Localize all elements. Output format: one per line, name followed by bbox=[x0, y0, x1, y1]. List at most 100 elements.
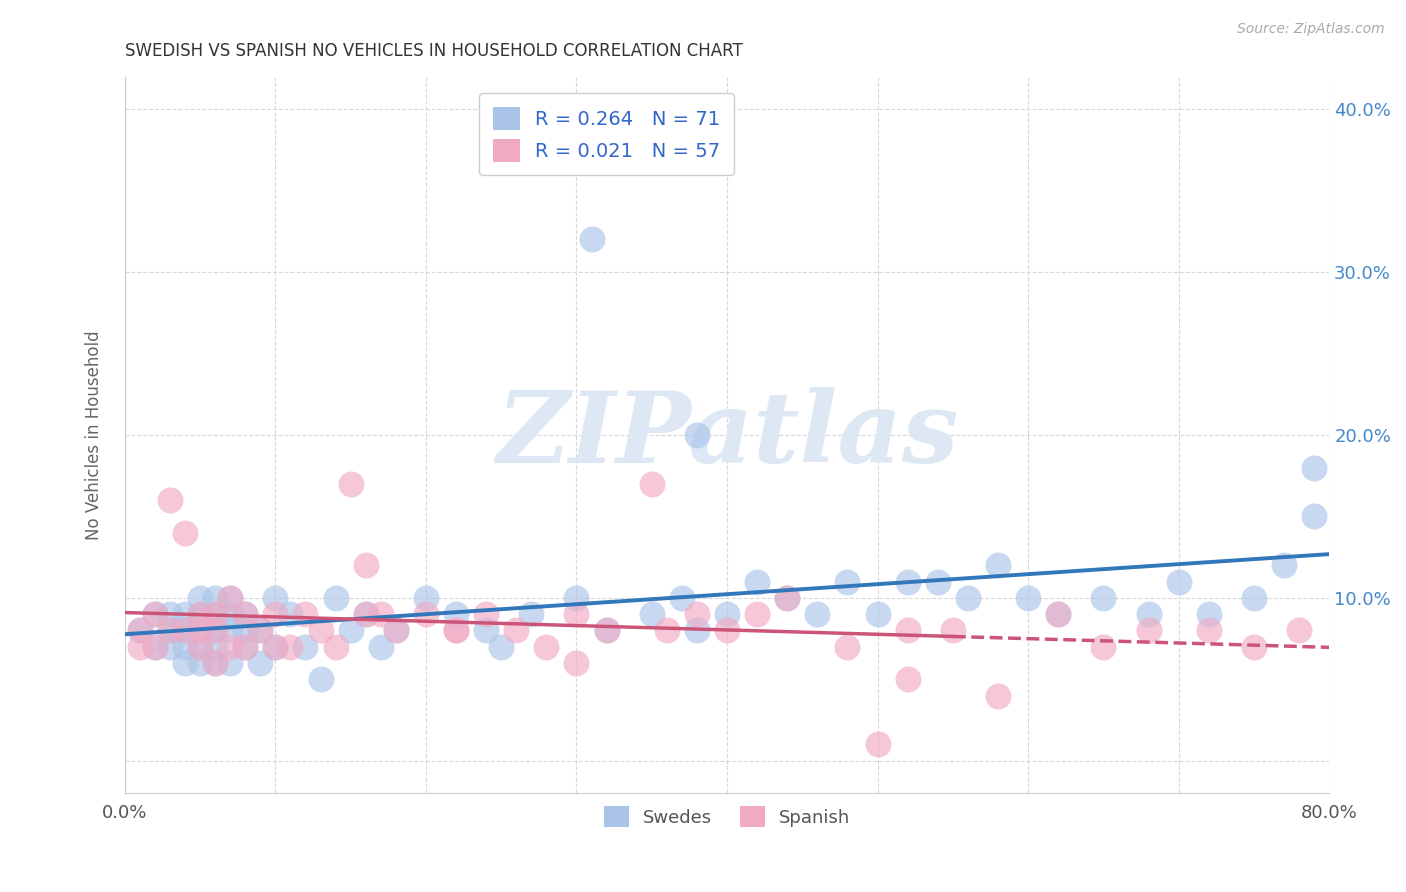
Point bbox=[219, 640, 242, 654]
Point bbox=[1017, 591, 1039, 605]
Point bbox=[520, 607, 543, 622]
Point bbox=[174, 607, 197, 622]
Point bbox=[204, 624, 226, 638]
Point bbox=[143, 640, 166, 654]
Point bbox=[415, 591, 437, 605]
Point bbox=[444, 624, 467, 638]
Point bbox=[219, 591, 242, 605]
Point bbox=[128, 640, 150, 654]
Point bbox=[233, 607, 256, 622]
Point bbox=[233, 640, 256, 654]
Point bbox=[942, 624, 965, 638]
Point bbox=[354, 607, 377, 622]
Point bbox=[1092, 591, 1115, 605]
Point bbox=[204, 624, 226, 638]
Point bbox=[264, 640, 287, 654]
Point bbox=[204, 607, 226, 622]
Point bbox=[128, 624, 150, 638]
Point bbox=[776, 591, 799, 605]
Point bbox=[143, 607, 166, 622]
Point bbox=[233, 607, 256, 622]
Point bbox=[1047, 607, 1070, 622]
Point bbox=[747, 574, 769, 589]
Point bbox=[174, 656, 197, 670]
Point bbox=[264, 607, 287, 622]
Point bbox=[249, 624, 271, 638]
Point bbox=[806, 607, 828, 622]
Point bbox=[204, 656, 226, 670]
Point bbox=[280, 640, 302, 654]
Point bbox=[159, 624, 181, 638]
Point bbox=[188, 640, 211, 654]
Point bbox=[188, 624, 211, 638]
Point bbox=[370, 640, 392, 654]
Point bbox=[204, 607, 226, 622]
Point bbox=[159, 624, 181, 638]
Point bbox=[866, 607, 889, 622]
Text: ZIPatlas: ZIPatlas bbox=[496, 387, 959, 483]
Point bbox=[188, 624, 211, 638]
Point bbox=[837, 640, 859, 654]
Point bbox=[354, 607, 377, 622]
Point bbox=[280, 607, 302, 622]
Point bbox=[385, 624, 408, 638]
Point bbox=[188, 591, 211, 605]
Point bbox=[354, 558, 377, 573]
Point bbox=[1288, 624, 1310, 638]
Point bbox=[671, 591, 693, 605]
Point bbox=[219, 591, 242, 605]
Point bbox=[339, 624, 361, 638]
Point bbox=[866, 738, 889, 752]
Point bbox=[233, 640, 256, 654]
Point bbox=[143, 640, 166, 654]
Point bbox=[159, 493, 181, 508]
Point bbox=[641, 476, 664, 491]
Point bbox=[159, 607, 181, 622]
Point bbox=[897, 624, 920, 638]
Point bbox=[233, 624, 256, 638]
Point bbox=[188, 656, 211, 670]
Point bbox=[565, 607, 588, 622]
Point bbox=[204, 640, 226, 654]
Point bbox=[1167, 574, 1189, 589]
Point bbox=[188, 607, 211, 622]
Point bbox=[219, 624, 242, 638]
Point bbox=[294, 607, 316, 622]
Point bbox=[385, 624, 408, 638]
Point bbox=[415, 607, 437, 622]
Text: Source: ZipAtlas.com: Source: ZipAtlas.com bbox=[1237, 22, 1385, 37]
Text: SWEDISH VS SPANISH NO VEHICLES IN HOUSEHOLD CORRELATION CHART: SWEDISH VS SPANISH NO VEHICLES IN HOUSEH… bbox=[125, 42, 742, 60]
Point bbox=[565, 656, 588, 670]
Point bbox=[325, 591, 347, 605]
Point bbox=[641, 607, 664, 622]
Point bbox=[249, 656, 271, 670]
Point bbox=[776, 591, 799, 605]
Point bbox=[159, 640, 181, 654]
Point bbox=[686, 428, 709, 442]
Point bbox=[1198, 607, 1220, 622]
Point bbox=[219, 607, 242, 622]
Point bbox=[294, 640, 316, 654]
Point bbox=[956, 591, 979, 605]
Point bbox=[309, 624, 332, 638]
Point bbox=[444, 624, 467, 638]
Point bbox=[219, 656, 242, 670]
Point bbox=[174, 640, 197, 654]
Point bbox=[1092, 640, 1115, 654]
Point bbox=[188, 640, 211, 654]
Point bbox=[188, 607, 211, 622]
Point bbox=[1137, 624, 1160, 638]
Point bbox=[987, 689, 1010, 703]
Point bbox=[264, 591, 287, 605]
Point bbox=[747, 607, 769, 622]
Point bbox=[927, 574, 949, 589]
Point bbox=[595, 624, 617, 638]
Point bbox=[143, 607, 166, 622]
Point bbox=[204, 591, 226, 605]
Point bbox=[174, 624, 197, 638]
Legend: Swedes, Spanish: Swedes, Spanish bbox=[596, 799, 858, 835]
Point bbox=[1303, 509, 1326, 524]
Point bbox=[987, 558, 1010, 573]
Point bbox=[325, 640, 347, 654]
Point bbox=[897, 574, 920, 589]
